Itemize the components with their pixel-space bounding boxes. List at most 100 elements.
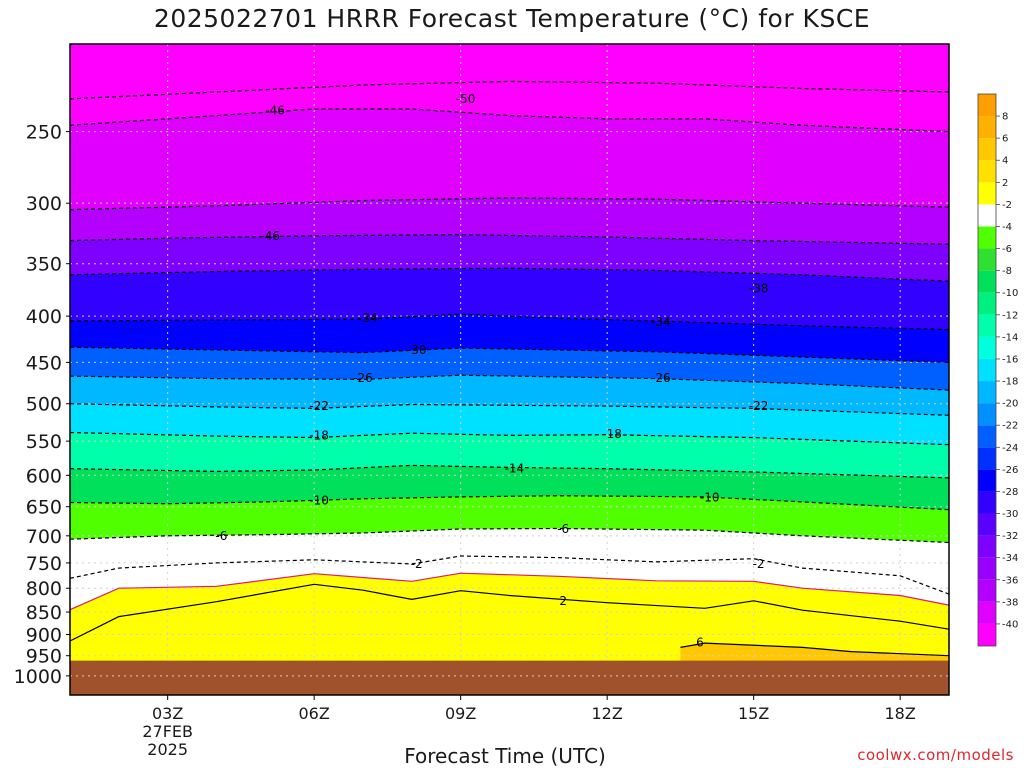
colorbar-cell xyxy=(978,381,996,404)
colorbar-cell xyxy=(978,314,996,337)
colorbar-label: -38 xyxy=(1002,597,1018,608)
colorbar-cell xyxy=(978,579,996,602)
contour-label: -14 xyxy=(505,462,525,476)
colorbar-cell xyxy=(978,447,996,470)
colorbar-cell xyxy=(978,160,996,183)
colorbar-label: 2 xyxy=(1002,178,1008,189)
plot-frame xyxy=(69,43,950,696)
colorbar-cell xyxy=(978,270,996,293)
chart-title: 2025022701 HRRR Forecast Temperature (°C… xyxy=(153,4,871,33)
contour-label: -38 xyxy=(749,282,769,296)
x-tick-label: 03Z xyxy=(152,704,183,723)
contour-line-6 xyxy=(680,642,949,657)
credit-text: coolwx.com/models xyxy=(857,746,1014,764)
contour-label: -6 xyxy=(557,522,569,536)
y-tick-label: 900 xyxy=(26,624,62,646)
contour-label: 6 xyxy=(696,635,704,649)
contour-label: 2 xyxy=(559,594,567,608)
x-tick-label: 09Z xyxy=(445,704,476,723)
x-axis-label: Forecast Time (UTC) xyxy=(404,744,606,768)
colorbar-label: -30 xyxy=(1002,509,1018,520)
colorbar-label: -4 xyxy=(1002,222,1012,233)
colorbar-cell xyxy=(978,182,996,205)
x-tick-label: 18Z xyxy=(885,704,916,723)
x-tick-label: 27FEB xyxy=(142,722,193,741)
colorbar-cell xyxy=(978,469,996,492)
colorbar-label: -16 xyxy=(1002,354,1018,365)
contour-line--46 xyxy=(70,108,949,133)
contour-label: -46 xyxy=(265,104,285,118)
colorbar-cell xyxy=(978,94,996,117)
contour-label: -18 xyxy=(309,428,329,442)
colorbar-label: -22 xyxy=(1002,421,1018,432)
colorbar-cell xyxy=(978,535,996,558)
colorbar-cell xyxy=(978,513,996,536)
plot-area: -46-50-46-38-34 -34-30-26 -26-22 -22-18 -18-… xyxy=(70,44,949,695)
contour-line--18 xyxy=(70,431,949,446)
y-tick-label: 950 xyxy=(26,646,62,668)
contour-label: -18 xyxy=(602,427,622,441)
contour-label: -10 xyxy=(309,494,329,508)
colorbar-label: -10 xyxy=(1002,288,1018,299)
y-tick-label: 850 xyxy=(26,602,62,624)
colorbar-cell xyxy=(978,292,996,315)
y-tick-label: 350 xyxy=(26,254,62,276)
colorbar-label: 4 xyxy=(1002,156,1008,167)
y-tick-label: 1000 xyxy=(14,666,62,688)
contour-line--22 xyxy=(70,403,949,416)
colorbar-label: -24 xyxy=(1002,443,1018,454)
x-tick-label: 06Z xyxy=(299,704,330,723)
y-tick-label: 800 xyxy=(26,578,62,600)
contour-label: -2 xyxy=(411,557,423,571)
colorbar-cell xyxy=(978,491,996,514)
colorbar-label: -8 xyxy=(1002,266,1012,277)
colorbar-label: -34 xyxy=(1002,553,1018,564)
contour-line--14 xyxy=(70,464,949,479)
colorbar-label: -12 xyxy=(1002,310,1018,321)
contour-label: -46 xyxy=(260,229,280,243)
contour-label: -30 xyxy=(407,343,427,357)
colorbar-label: -2 xyxy=(1002,200,1012,211)
colorbar-cell xyxy=(978,336,996,359)
contour-line-0 xyxy=(70,572,949,611)
colorbar-cell xyxy=(978,248,996,271)
contour-label: -26 xyxy=(651,371,671,385)
y-tick-label: 750 xyxy=(26,553,62,575)
y-tick-label: 500 xyxy=(26,394,62,416)
contour-line--30 xyxy=(70,346,949,363)
colorbar-cell xyxy=(978,116,996,139)
contour-label: -2 xyxy=(753,557,765,571)
x-tick-label: 2025 xyxy=(147,740,188,759)
contour-line--2 xyxy=(70,555,949,595)
y-tick-label: 550 xyxy=(26,431,62,453)
colorbar-label: -14 xyxy=(1002,332,1018,343)
y-tick-label: 250 xyxy=(26,122,62,144)
y-tick-label: 700 xyxy=(26,526,62,548)
contour-label: -34 xyxy=(358,311,378,325)
colorbar-cell xyxy=(978,425,996,448)
contour-label: -26 xyxy=(353,371,373,385)
y-tick-label: 650 xyxy=(26,497,62,519)
colorbar-cell xyxy=(978,557,996,580)
colorbar-label: -36 xyxy=(1002,575,1018,586)
contour-label: -6 xyxy=(215,529,227,543)
y-tick-label: 450 xyxy=(26,352,62,374)
colorbar-cell xyxy=(978,623,996,646)
contour-label: -22 xyxy=(749,399,769,413)
colorbar-cell xyxy=(978,358,996,382)
contour-line--34 xyxy=(70,313,949,331)
contour-line--10 xyxy=(70,495,949,511)
contour-line-2 xyxy=(70,583,949,642)
contour-label: -10 xyxy=(700,491,720,505)
ground-surface xyxy=(70,660,949,695)
colorbar-label: -18 xyxy=(1002,377,1018,388)
x-tick-label: 15Z xyxy=(738,704,769,723)
x-tick-label: 12Z xyxy=(592,704,623,723)
colorbar-label: 6 xyxy=(1002,134,1008,145)
colorbar-cell xyxy=(978,403,996,426)
contour-label: -50 xyxy=(456,92,476,106)
colorbar-label: 8 xyxy=(1002,112,1008,123)
colorbar-cell xyxy=(978,204,996,227)
colorbar-label: -28 xyxy=(1002,487,1018,498)
